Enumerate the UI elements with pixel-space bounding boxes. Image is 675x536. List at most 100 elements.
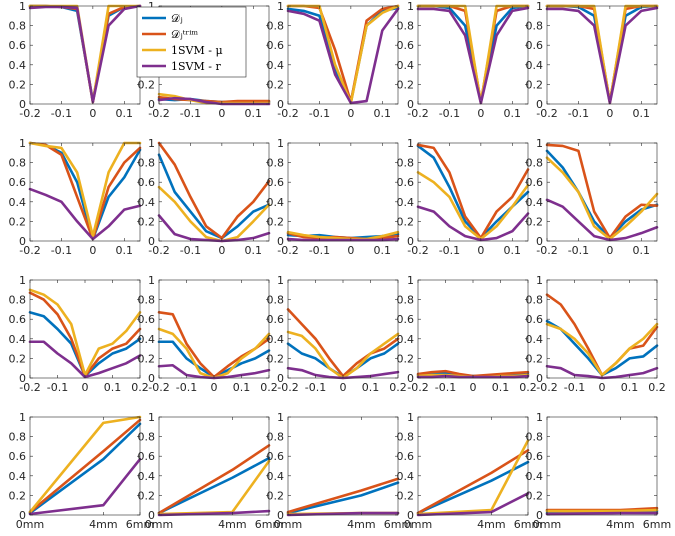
y-tick-label: 1 [148, 411, 155, 424]
x-tick-label: 0 [347, 244, 354, 257]
x-tick-label: -0.2 [19, 107, 40, 120]
y-tick-label: 0 [277, 235, 284, 248]
x-tick-label: -0.1 [51, 244, 72, 257]
y-tick-label: 0.2 [138, 489, 156, 502]
y-tick-label: 0 [536, 372, 543, 385]
panel-r3-c2: 0 0.2 0.4 0.6 0.8 1 -0.2 -0.1 0 0.1 0.2 [138, 274, 278, 394]
series-line-D [157, 456, 271, 515]
series-line-D [28, 422, 142, 515]
x-tick-label: -0.1 [568, 244, 589, 257]
y-tick-label: 0.6 [267, 176, 285, 189]
y-tick-label: 0.4 [9, 333, 27, 346]
panel-r3-c4: 0 0.2 0.4 0.6 0.8 1 -0.2 -0.1 0 0.1 0.2 [397, 274, 537, 394]
y-tick-label: 0.8 [397, 20, 415, 33]
x-tick-label: -0.1 [439, 107, 460, 120]
y-tick-label: 0.8 [397, 157, 415, 170]
y-tick-label: 0.8 [526, 294, 544, 307]
series-line-D [157, 153, 271, 240]
y-tick-label: 0.6 [9, 313, 27, 326]
series-line-svm_r [545, 511, 659, 516]
axes-box [287, 5, 399, 105]
axes-box [546, 5, 658, 105]
x-tick-label: 4mm [606, 518, 634, 531]
y-tick-label: 1 [536, 274, 543, 287]
y-tick-label: 0 [536, 235, 543, 248]
x-tick-label: -0.1 [180, 107, 201, 120]
series-line-D [545, 319, 659, 377]
y-tick-label: 0.4 [397, 196, 415, 209]
axes-box [417, 142, 529, 242]
x-tick-label: 0.2 [648, 381, 666, 394]
y-tick-label: 1 [536, 411, 543, 424]
y-tick-label: 0.6 [397, 450, 415, 463]
x-tick-label: -0.1 [568, 107, 589, 120]
x-tick-label: 4mm [89, 518, 117, 531]
legend-label-svm_r: 1SVM - r [171, 60, 221, 73]
axes-box [158, 142, 270, 242]
y-tick-label: 0 [148, 98, 155, 111]
x-tick-label: 0mm [404, 518, 432, 531]
y-tick-label: 0.2 [138, 78, 156, 91]
x-tick-label: 0.1 [116, 244, 134, 257]
x-tick-label: -0.2 [148, 107, 169, 120]
series-line-Dtrim [416, 143, 530, 240]
y-tick-label: 0.8 [138, 431, 156, 444]
y-tick-label: 0.4 [397, 59, 415, 72]
series-line-Dtrim [545, 293, 659, 377]
y-tick-label: 0.2 [526, 215, 544, 228]
x-tick-label: 0.1 [362, 381, 380, 394]
series-line-Dtrim [286, 477, 400, 514]
axes-box [29, 416, 141, 516]
series-line-svm_mu [416, 4, 530, 105]
x-tick-label: 0 [89, 244, 96, 257]
y-tick-label: 0.4 [267, 333, 285, 346]
y-tick-label: 0.8 [9, 431, 27, 444]
x-tick-label: -0.2 [536, 107, 557, 120]
series-line-Dtrim [157, 141, 271, 240]
y-tick-label: 0.8 [526, 20, 544, 33]
y-tick-label: 0.4 [9, 196, 27, 209]
y-tick-label: 0.6 [526, 313, 544, 326]
x-tick-label: 0.2 [260, 381, 278, 394]
y-tick-label: 0.6 [9, 176, 27, 189]
x-tick-label: -0.2 [277, 244, 298, 257]
y-tick-label: 0 [407, 235, 414, 248]
y-tick-label: 1 [19, 137, 26, 150]
x-tick-label: 0 [347, 107, 354, 120]
y-tick-label: 0 [536, 98, 543, 111]
x-tick-label: 0.1 [504, 244, 522, 257]
x-tick-label: -0.1 [435, 381, 456, 394]
y-tick-label: 1 [19, 0, 26, 13]
y-tick-label: 0.2 [138, 352, 156, 365]
y-tick-label: 0.2 [397, 215, 415, 228]
series-line-D [416, 144, 530, 240]
legend-label-Dtrim: 𝒟ⱼᵗʳⁱᵐ [171, 28, 198, 41]
y-tick-label: 0.6 [9, 450, 27, 463]
y-tick-label: 0.4 [267, 470, 285, 483]
series-line-svm_mu [157, 185, 271, 243]
x-tick-label: -0.2 [536, 381, 557, 394]
x-tick-label: -0.2 [19, 244, 40, 257]
y-tick-label: 0.2 [267, 215, 285, 228]
y-tick-label: 0.4 [267, 196, 285, 209]
x-tick-label: 0.1 [621, 381, 639, 394]
panel-r4-c2: 0 0.2 0.4 0.6 0.8 1 0mm 4mm 6mm [138, 411, 284, 531]
y-tick-label: 1 [148, 0, 155, 13]
series-line-svm_r [416, 205, 530, 242]
series-line-svm_mu [545, 4, 659, 105]
series-line-Dtrim [545, 143, 659, 240]
panel-r2-c3: 0 0.2 0.4 0.6 0.8 1 -0.2 -0.1 0 0.1 [267, 137, 400, 257]
x-tick-label: -0.2 [407, 381, 428, 394]
legend: 𝒟ⱼ 𝒟ⱼᵗʳⁱᵐ 1SVM - μ 1SVM - r [136, 6, 247, 78]
series-line-svm_r [157, 214, 271, 243]
x-tick-label: 6mm [255, 518, 283, 531]
y-tick-label: 0.4 [526, 470, 544, 483]
y-tick-label: 0.2 [267, 78, 285, 91]
y-tick-label: 0 [19, 98, 26, 111]
x-tick-label: 0.1 [374, 107, 392, 120]
y-tick-label: 0.6 [138, 450, 156, 463]
x-tick-label: -0.2 [148, 381, 169, 394]
axes-box [417, 5, 529, 105]
y-tick-label: 0.2 [526, 78, 544, 91]
